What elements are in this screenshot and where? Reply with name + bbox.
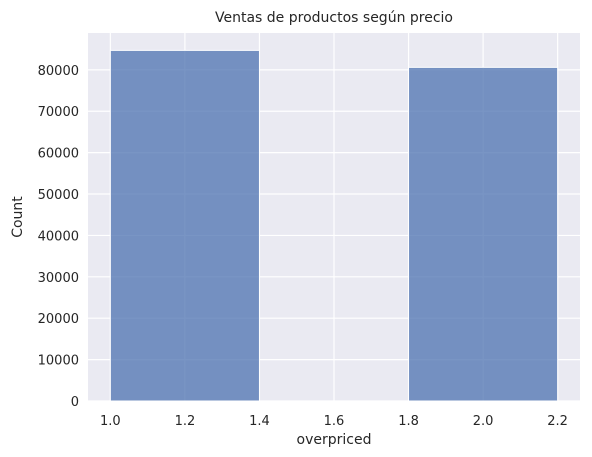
- y-axis-ticks: 0 10000 20000 30000 40000 50000 60000 70000 8000…: [38, 64, 79, 410]
- y-tick-label-4: 40000: [38, 229, 79, 244]
- y-tick-label-2: 20000: [38, 312, 79, 327]
- y-tick-label-8: 80000: [38, 64, 79, 79]
- y-tick-label-0: 0: [71, 395, 79, 410]
- y-tick-label-1: 10000: [38, 354, 79, 369]
- x-axis-label: overpriced: [297, 432, 372, 448]
- y-tick-label-5: 50000: [38, 188, 79, 203]
- x-tick-label-4: 1.8: [398, 414, 419, 429]
- y-tick-label-7: 70000: [38, 105, 79, 120]
- bars: [109, 49, 559, 402]
- bar-2: [408, 66, 559, 402]
- bar-0: [109, 49, 260, 402]
- chart-title: Ventas de productos según precio: [215, 10, 453, 26]
- x-tick-label-1: 1.2: [175, 414, 196, 429]
- y-axis-label: Count: [10, 196, 26, 238]
- x-axis-ticks: 1.0 1.2 1.4 1.6 1.8 2.0 2.2: [100, 414, 568, 429]
- x-tick-label-2: 1.4: [249, 414, 270, 429]
- x-tick-label-3: 1.6: [324, 414, 345, 429]
- x-tick-label-6: 2.2: [547, 414, 568, 429]
- y-tick-label-6: 60000: [38, 147, 79, 162]
- x-tick-label-5: 2.0: [473, 414, 494, 429]
- y-tick-label-3: 30000: [38, 271, 79, 286]
- x-tick-label-0: 1.0: [100, 414, 121, 429]
